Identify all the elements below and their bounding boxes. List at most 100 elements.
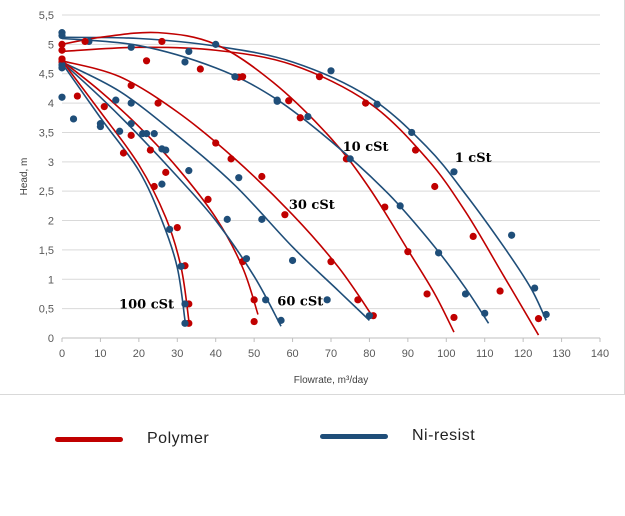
point-polymer-1cst — [431, 182, 439, 191]
x-axis-title: Flowrate, m³/day — [294, 375, 368, 386]
point-polymer-10cst — [404, 248, 412, 256]
point-polymer-30cst — [154, 99, 162, 107]
x-tick-label: 140 — [591, 348, 609, 360]
point-ni-resist-30cst — [127, 99, 135, 107]
point-polymer-1cst — [315, 73, 324, 81]
curve-polymer-100cst — [61, 60, 190, 321]
point-ni-resist-10cst — [58, 31, 66, 40]
point-polymer-10cst — [450, 313, 458, 322]
point-polymer-1cst — [469, 232, 477, 241]
point-polymer-60cst — [250, 296, 258, 304]
point-ni-resist-60cst — [262, 296, 270, 304]
head-flowrate-chart: 0 0,5 1 1,5 2 2,5 3 3,5 4 4,5 5 5,5 0 10 20 30 40 50 60 70 8… — [19, 10, 609, 386]
point-ni-resist-60cst — [242, 255, 251, 263]
x-tick-label: 100 — [437, 348, 455, 360]
point-ni-resist-1cst — [127, 43, 135, 51]
legend-label-ni-resist: Ni-resist — [412, 427, 476, 444]
point-ni-resist-60cst — [58, 93, 66, 101]
y-axis-title: Head, m — [19, 158, 30, 196]
point-polymer-30cst — [354, 296, 362, 304]
curve-ni-resist-100cst — [61, 62, 186, 321]
point-polymer-1cst — [496, 287, 504, 295]
y-tick-label: 2,5 — [39, 186, 54, 198]
curve-label: 1 cSt — [455, 151, 492, 166]
legend-swatch-polymer — [55, 436, 123, 442]
point-polymer-10cst — [296, 114, 304, 122]
curve-polymer-10cst — [61, 31, 455, 333]
point-ni-resist-1cst — [185, 47, 193, 56]
x-tick-label: 90 — [402, 348, 414, 360]
x-tick-label: 130 — [552, 348, 570, 360]
curve-label: 30 cSt — [289, 198, 335, 213]
x-tick-label: 60 — [286, 348, 298, 360]
point-ni-resist-60cst — [185, 167, 193, 175]
x-tick-label: 80 — [363, 348, 375, 360]
point-ni-resist-100cst — [142, 130, 151, 138]
point-ni-resist-100cst — [116, 127, 124, 135]
curve-label: 10 cSt — [343, 140, 389, 155]
point-polymer-30cst — [281, 211, 289, 219]
point-ni-resist-30cst — [150, 130, 158, 138]
point-ni-resist-60cst — [277, 316, 285, 324]
y-tick-label: 0,5 — [39, 304, 54, 316]
curve-label: 60 cSt — [277, 295, 323, 310]
x-tick-label: 110 — [476, 348, 494, 360]
point-ni-resist-100cst — [166, 225, 174, 233]
y-tick-label: 3,5 — [39, 127, 54, 139]
legend-label-polymer: Polymer — [147, 430, 210, 447]
point-ni-resist-10cst — [181, 58, 189, 66]
x-tick-label: 30 — [171, 348, 183, 360]
point-polymer-60cst — [250, 317, 258, 326]
point-polymer-1cst — [158, 37, 166, 46]
x-tick-label: 120 — [514, 348, 532, 360]
point-ni-resist-30cst — [258, 215, 266, 223]
point-polymer-30cst — [227, 155, 235, 163]
curve-ni-resist-60cst — [61, 61, 282, 327]
point-ni-resist-100cst — [181, 319, 189, 327]
point-ni-resist-100cst — [177, 262, 185, 270]
point-polymer-30cst — [258, 172, 266, 181]
point-polymer-60cst — [127, 131, 135, 139]
point-polymer-10cst — [381, 203, 389, 211]
point-ni-resist-10cst — [481, 309, 489, 317]
point-ni-resist-100cst — [158, 180, 166, 188]
point-ni-resist-1cst — [373, 100, 381, 108]
chart-area: 0 0,5 1 1,5 2 2,5 3 3,5 4 4,5 5 5,5 0 10 20 30 40 50 60 70 8… — [0, 0, 625, 395]
point-polymer-100cst — [58, 55, 66, 63]
point-ni-resist-100cst — [181, 300, 189, 308]
curve-polymer-60cst — [61, 60, 259, 315]
point-ni-resist-10cst — [231, 73, 239, 81]
x-tick-label: 0 — [59, 348, 65, 360]
y-tick-label: 4,5 — [39, 69, 54, 81]
point-polymer-30cst — [327, 258, 335, 266]
point-ni-resist-30cst — [365, 312, 374, 320]
curve-ni-resist-30cst — [61, 61, 370, 321]
point-polymer-1cst — [534, 315, 543, 323]
point-polymer-60cst — [146, 146, 154, 154]
point-ni-resist-1cst — [450, 168, 458, 176]
point-ni-resist-30cst — [235, 174, 243, 182]
curve-polymer-1cst — [61, 46, 540, 336]
point-ni-resist-1cst — [327, 67, 335, 75]
point-ni-resist-10cst — [304, 112, 312, 121]
y-tick-label: 3 — [48, 157, 54, 169]
point-polymer-10cst — [58, 40, 66, 48]
point-ni-resist-10cst — [461, 290, 470, 298]
point-polymer-30cst — [212, 139, 220, 147]
point-ni-resist-100cst — [96, 122, 105, 131]
point-ni-resist-10cst — [396, 202, 404, 210]
legend-swatch-ni-resist — [320, 433, 388, 439]
point-ni-resist-30cst — [323, 296, 331, 304]
curve-polymer-30cst — [61, 60, 374, 318]
point-polymer-60cst — [100, 103, 108, 111]
legend-item-ni-resist: Ni-resist — [320, 427, 475, 445]
point-polymer-30cst — [127, 81, 135, 90]
y-tick-label: 5 — [48, 39, 54, 51]
point-ni-resist-60cst — [162, 146, 170, 154]
point-polymer-100cst — [119, 149, 128, 157]
curve-ni-resist-10cst — [61, 37, 490, 324]
point-ni-resist-1cst — [542, 310, 550, 319]
point-ni-resist-30cst — [112, 96, 120, 104]
point-polymer-1cst — [58, 46, 66, 54]
point-polymer-100cst — [173, 223, 181, 232]
